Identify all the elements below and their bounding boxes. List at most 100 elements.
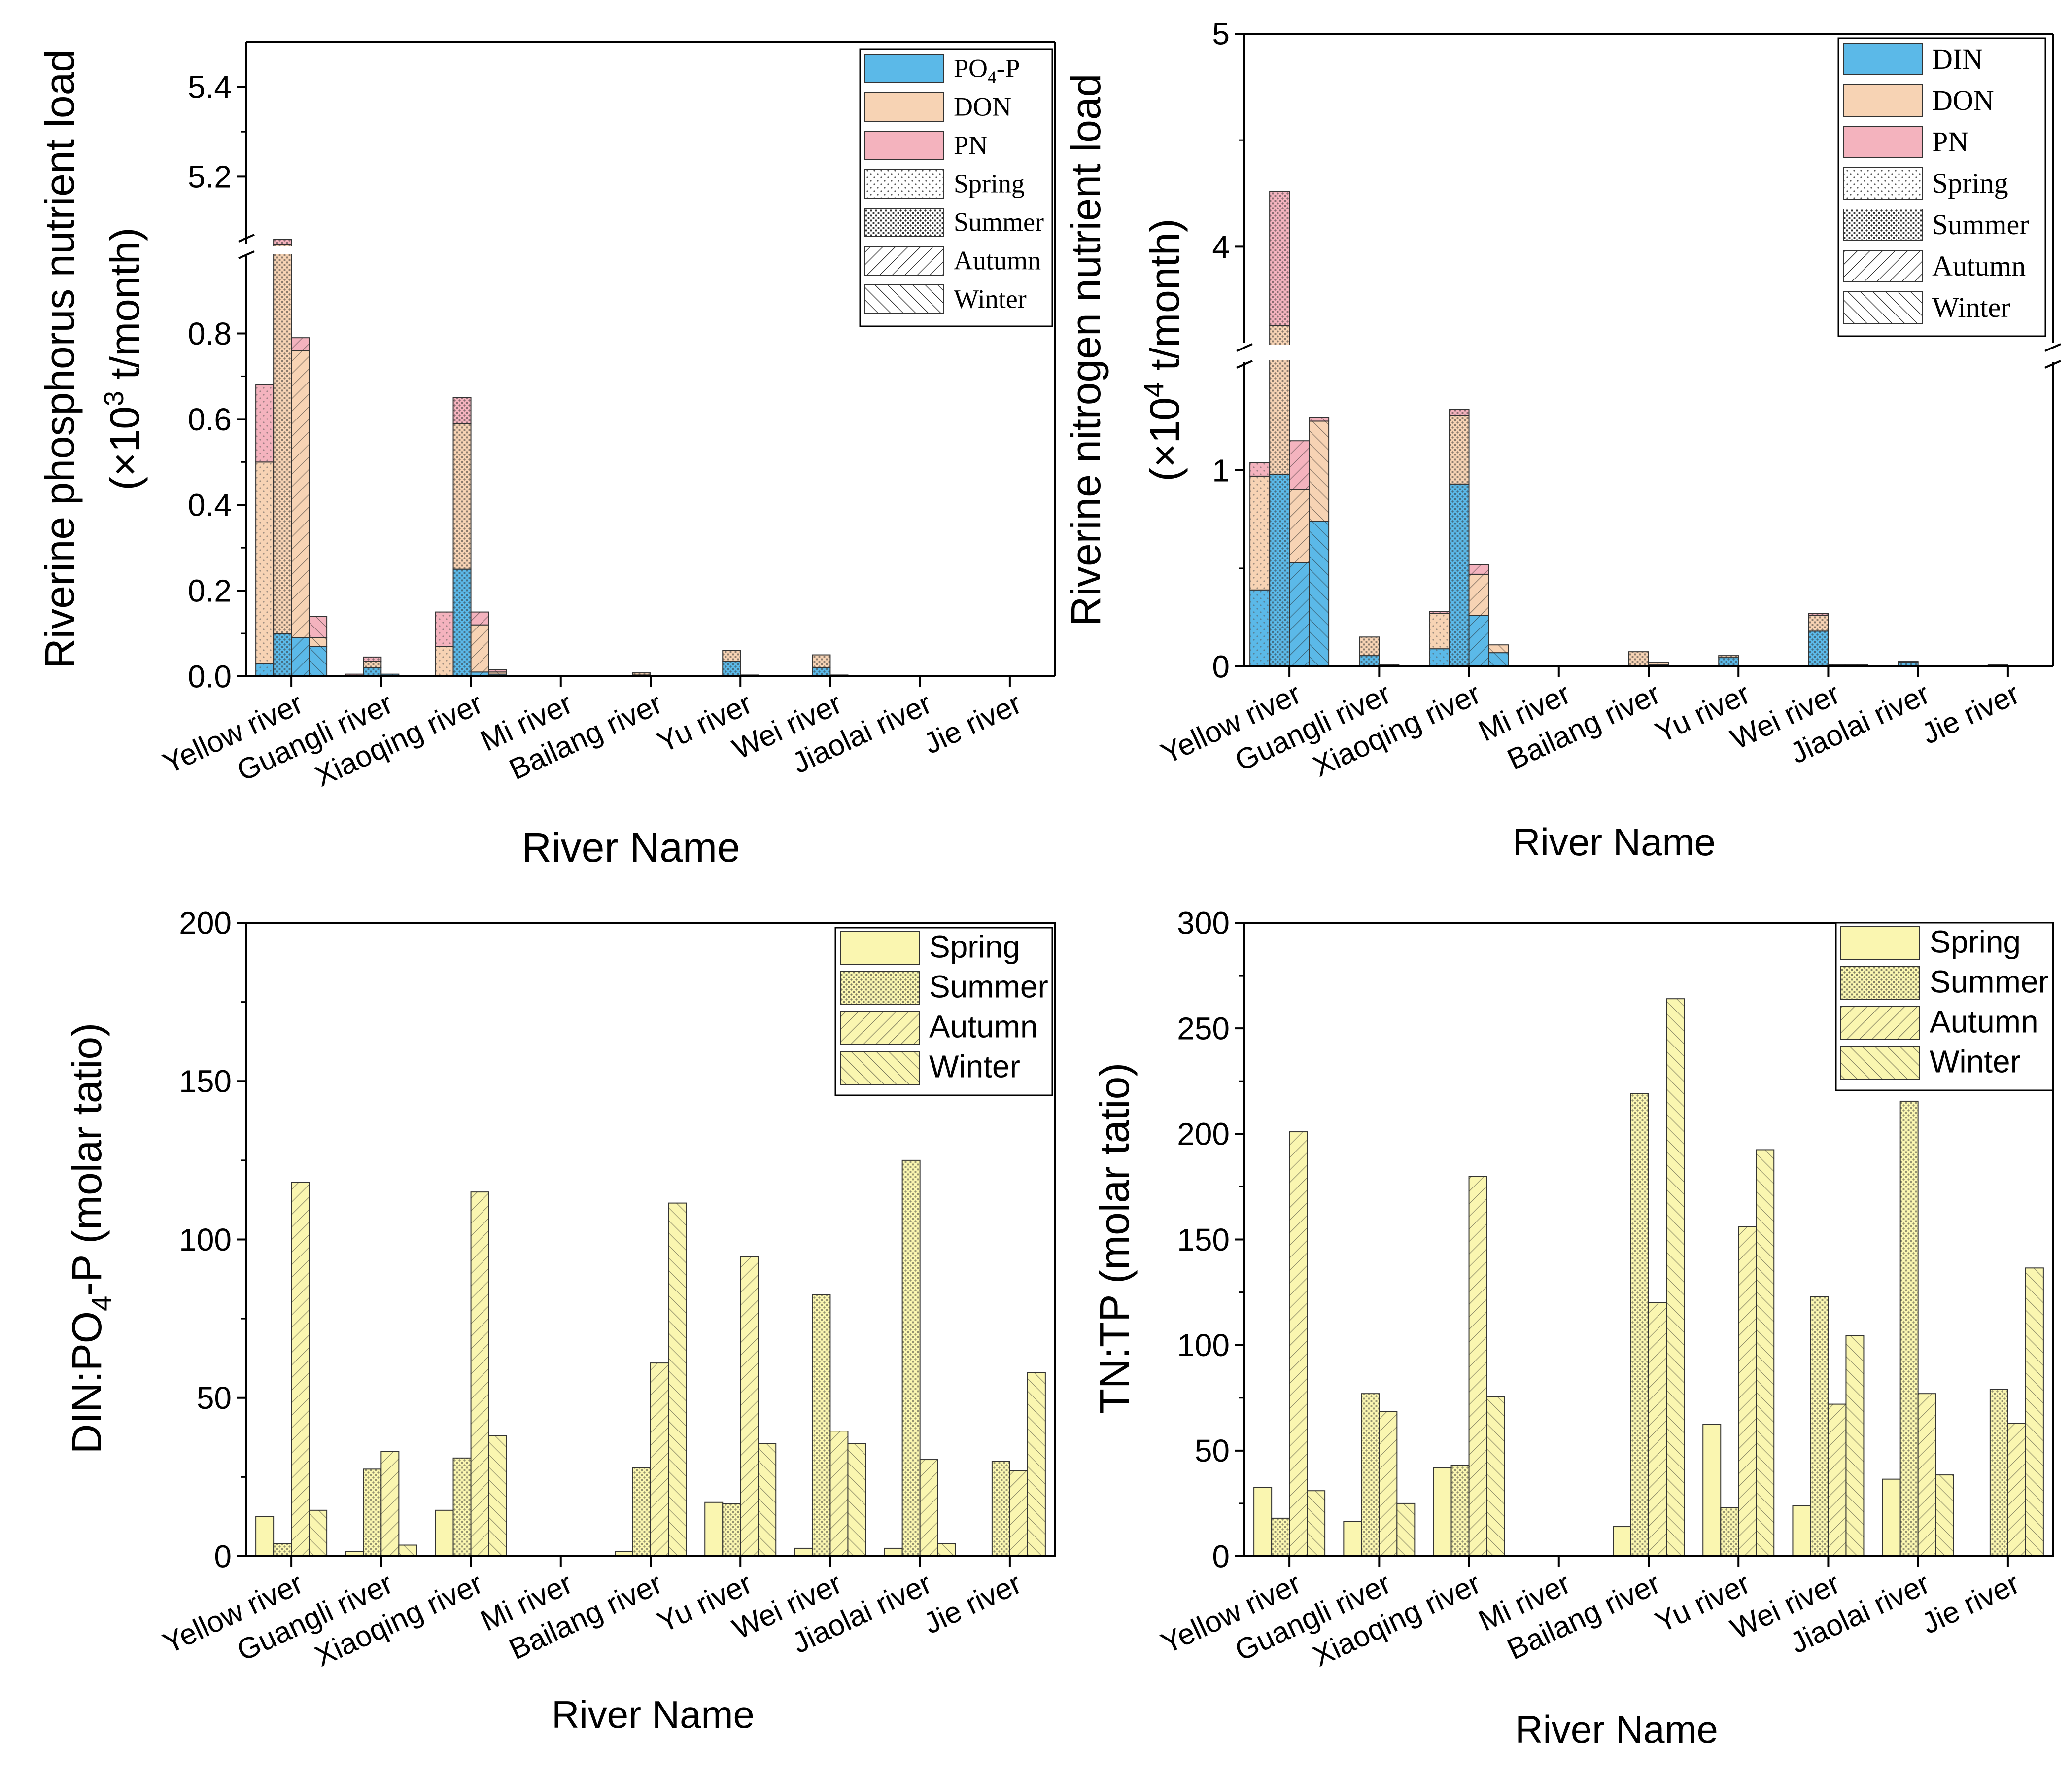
bar-xiaoqing-river-winter-hatch [1486, 1396, 1505, 1556]
bar-xiaoqing-river-summer-pn-hatch [453, 397, 471, 424]
bar-wei-river-winter-hatch [848, 1443, 866, 1556]
y-tick-label: 0 [214, 1538, 232, 1574]
bar-wei-river-winter-hatch [1846, 1335, 1864, 1556]
legend-label-spring: Spring [1930, 924, 2021, 959]
bar-wei-river-spring [794, 1547, 813, 1557]
bar-xiaoqing-river-winter-po4-p-hatch [488, 674, 507, 676]
legend-swatch-summer [864, 208, 944, 237]
bar-wei-river-autumn-hatch [1828, 1404, 1846, 1556]
bar-wei-river-summer-don-hatch [1808, 615, 1829, 631]
bar-yellow-river-spring-pn-hatch [1250, 462, 1270, 476]
legend-label-don: DON [954, 92, 1011, 121]
bar-yellow-river-winter-hatch [309, 1510, 327, 1556]
x-tick-label-jie-river: Jie river [1917, 677, 2025, 750]
bar-yellow-river-summer-hatch [1272, 1518, 1290, 1556]
y-tick-label: 200 [1177, 1117, 1230, 1152]
legend-swatch-po [864, 54, 944, 83]
legend-label-don: DON [1932, 84, 1994, 116]
legend-label-summer: Summer [929, 969, 1048, 1004]
x-tick-label-jie-river: Jie river [1917, 1567, 2025, 1640]
bar-yellow-river-spring [255, 1516, 275, 1557]
bar-xiaoqing-river-spring-pn-hatch [435, 612, 453, 647]
bar-xiaoqing-river-summer-don-hatch [1449, 415, 1469, 484]
y-tick-label: 0.2 [188, 573, 232, 609]
phosphorus-legend: PO4-P DON PN Spring Summer Autumn Winter [859, 48, 1053, 327]
bar-xiaoqing-river-spring-pn-hatch [1429, 611, 1450, 614]
bar-xiaoqing-river-summer-din-hatch [1449, 484, 1469, 666]
bar-jiaolai-river-spring [1882, 1478, 1901, 1557]
bar-yellow-river-autumn-pn-hatch [291, 338, 310, 351]
bar-jiaolai-river-summer-don-hatch [1898, 662, 1918, 663]
nitrogen-x-label: River Name [1513, 820, 1716, 864]
legend-swatch-hatch-winter [840, 1051, 919, 1084]
legend-swatch-winter [864, 284, 944, 314]
y-tick-label: 4 [1212, 229, 1230, 265]
din-po4-ratio-y-ticks: 0 50 100 150 200 [179, 905, 246, 1574]
y-tick-label: 50 [1195, 1433, 1230, 1468]
y-tick-label: 0.4 [188, 488, 232, 523]
bar-guangli-river-summer-don-hatch [1359, 637, 1380, 656]
bar-guangli-river-autumn-po4-p-hatch [381, 674, 399, 676]
bar-xiaoqing-river-autumn-din-hatch [1469, 615, 1489, 666]
tn-tp-ratio-y-ticks: 0 50 100 150 200 250 300 [1177, 905, 1244, 1574]
bar-jiaolai-river-spring [884, 1547, 903, 1557]
bar-yellow-river-spring-po4-p-hatch [256, 663, 274, 676]
bar-yu-river-summer-hatch [723, 1503, 741, 1556]
bar-yellow-river-winter-don-hatch [1309, 421, 1329, 522]
nitrogen-bars [1243, 190, 2054, 667]
tn-tp-ratio-legend: Spring Summer Autumn Winter [1835, 922, 2054, 1091]
bar-yellow-river-summer-pn-hatch [1270, 191, 1290, 326]
nitrogen-y-ticks: 0 1 4 5 [1212, 16, 1244, 684]
bar-xiaoqing-river-summer-po4-p-hatch [453, 569, 471, 676]
legend-swatch-don [864, 92, 944, 122]
legend-label-din: DIN [1932, 43, 1983, 75]
bar-xiaoqing-river-winter-don-hatch [488, 672, 507, 674]
phosphorus-bars [245, 239, 1056, 677]
legend-swatch-autumn [864, 246, 944, 276]
bar-yu-river-summer-din-hatch [1719, 658, 1739, 666]
din-po4-ratio-plot-frame [245, 922, 1056, 1557]
bar-wei-river-summer-don-hatch [812, 655, 830, 668]
bar-yellow-river-winter-pn-hatch [1309, 417, 1329, 421]
y-tick-label: 5.4 [188, 70, 232, 105]
y-tick-label: 100 [179, 1222, 232, 1257]
legend-swatch-spring [864, 169, 944, 199]
bar-xiaoqing-river-autumn-hatch [1469, 1176, 1487, 1556]
bar-yu-river-winter-hatch [1756, 1150, 1774, 1556]
bar-wei-river-spring [1792, 1505, 1811, 1557]
legend-swatch-autumn [1843, 250, 1923, 282]
bar-guangli-river-summer-pn-hatch [363, 657, 381, 662]
bar-jiaolai-river-winter-hatch [937, 1543, 956, 1556]
bar-guangli-river-summer-hatch [363, 1469, 381, 1556]
bar-yellow-river-summer-pn-hatch [274, 239, 292, 244]
bar-bailang-river-summer-don-hatch [1629, 652, 1649, 666]
y-tick-label: 150 [1177, 1222, 1230, 1257]
nitrogen-axis-break-mark [1236, 343, 2061, 369]
bar-yellow-river-winter-din-hatch [1309, 521, 1329, 666]
bar-xiaoqing-river-spring-don-hatch [435, 646, 453, 676]
bar-guangli-river-winter-hatch [1397, 1503, 1415, 1556]
legend-label-summer: Summer [1930, 964, 2049, 999]
tn-tp-ratio-y-label: TN:TP (molar tatio) [1091, 1063, 1138, 1414]
bar-wei-river-summer-hatch [1810, 1296, 1829, 1556]
bar-yellow-river-autumn-pn-hatch [1289, 441, 1310, 490]
bar-xiaoqing-river-summer-hatch [453, 1458, 471, 1556]
phosphorus-axis-break-mark [238, 234, 255, 259]
bar-bailang-river-summer-hatch [633, 1467, 651, 1556]
bar-xiaoqing-river-autumn-hatch [471, 1192, 489, 1556]
legend-label-winter: Winter [1930, 1044, 2021, 1079]
bar-jie-river-winter-hatch [1027, 1372, 1045, 1556]
bar-yellow-river-summer-hatch [274, 1543, 292, 1556]
y-tick-label: 50 [197, 1380, 232, 1416]
legend-label-autumn: Autumn [1930, 1004, 2038, 1039]
nitrogen-y-label-line2: (×104 t/month) [1138, 218, 1188, 481]
legend-swatch-hatch-autumn [840, 1012, 919, 1045]
bar-guangli-river-spring [1343, 1521, 1362, 1557]
bar-jie-river-summer-hatch [1990, 1389, 2008, 1556]
legend-label-summer: Summer [954, 207, 1044, 237]
din-po4-ratio-bars [255, 1159, 1046, 1557]
